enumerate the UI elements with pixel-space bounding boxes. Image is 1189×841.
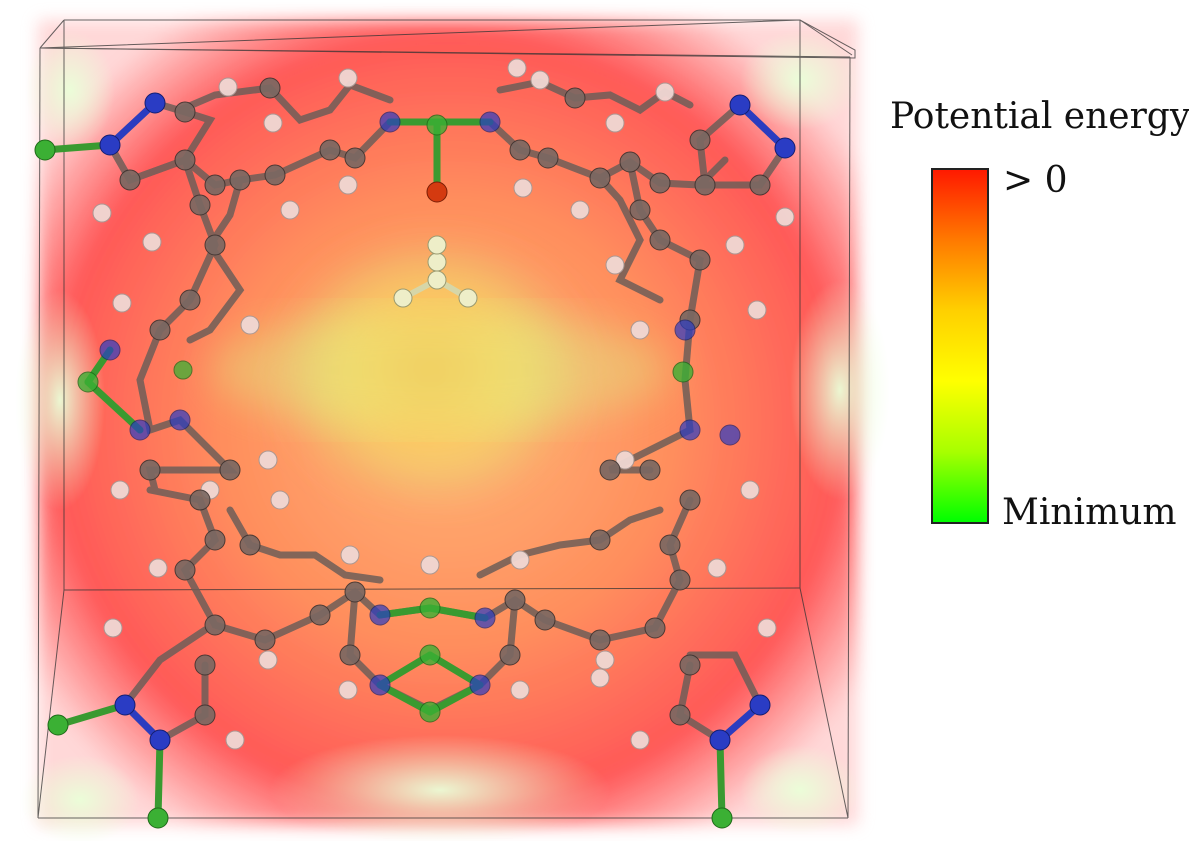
zinc-atoms xyxy=(34,114,733,829)
carbon-atoms xyxy=(119,77,771,726)
simulation-box xyxy=(37,19,856,819)
hydrogen-atoms xyxy=(92,58,795,750)
potential-energy-colorbar xyxy=(931,168,989,524)
colorbar-min-label: Minimum xyxy=(1002,492,1177,533)
nitrogen-atoms xyxy=(99,92,796,751)
guest-molecule xyxy=(393,235,478,308)
colorbar-max-label: > 0 xyxy=(1003,160,1068,201)
molecular-framework xyxy=(34,58,796,829)
oxygen-atom xyxy=(426,181,448,203)
legend-title: Potential energy xyxy=(890,96,1189,137)
potential-field-volume xyxy=(15,20,890,841)
